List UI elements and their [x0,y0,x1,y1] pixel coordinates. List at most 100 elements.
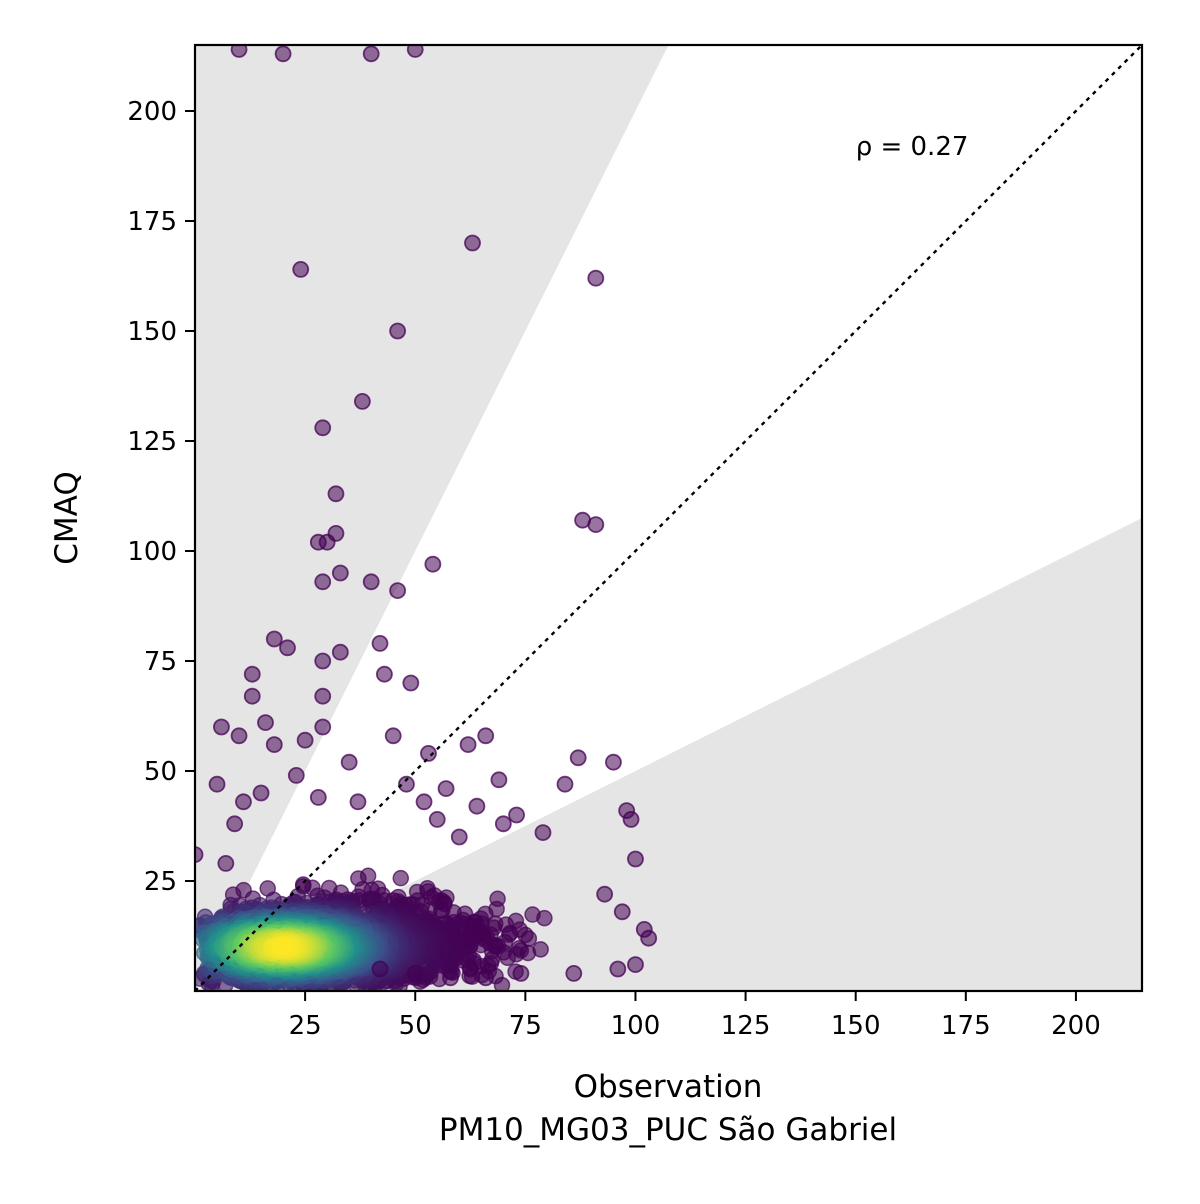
y-tick-label: 50 [144,757,177,787]
data-point [468,797,486,815]
data-point [556,775,574,793]
data-point [296,731,314,749]
x-tick-label: 200 [1051,1011,1101,1041]
data-point [314,687,332,705]
data-point [327,485,345,503]
x-axis-ticks: 25 50 75 100 125 150 175 200 [289,991,1101,1041]
data-point [402,674,420,692]
data-point [424,555,442,573]
data-point [464,234,481,252]
data-point [309,789,327,806]
data-point [217,855,235,872]
data-point [213,718,230,736]
data-point [243,665,261,683]
data-point [428,811,446,828]
x-tick-label: 25 [289,1011,322,1041]
x-tick-label: 100 [611,1011,661,1041]
x-axis-label: Observation [574,1069,763,1105]
data-point [415,793,433,811]
data-point [252,784,270,802]
x-tick-label: 175 [941,1011,991,1041]
data-point [314,718,332,736]
lower-shaded-region [195,518,1142,991]
factor-of-two-shading [195,45,1142,991]
data-point [524,906,541,923]
data-point [450,828,468,846]
data-point [314,573,332,591]
one-to-one-line [195,45,1142,991]
data-point [389,322,407,340]
data-point [331,643,349,661]
data-point [340,753,358,771]
data-point [243,687,261,705]
data-point [627,956,644,973]
data-point [279,639,296,657]
data-point [292,260,310,278]
data-point [477,727,495,745]
data-point [349,793,367,811]
data-point [490,771,508,789]
y-tick-label: 150 [127,317,177,347]
data-point [605,753,622,771]
data-point [362,45,380,63]
data-point [437,780,455,797]
x-tick-label: 150 [831,1011,881,1041]
y-tick-label: 175 [127,207,177,237]
data-point [230,727,248,745]
data-point [265,736,283,753]
data-point [314,419,332,437]
data-point [587,516,605,533]
plot-frame [193,43,1144,993]
data-point [587,269,605,287]
y-tick-label: 125 [127,427,177,457]
data-point [389,582,407,599]
data-point [265,630,283,648]
data-point [371,960,389,978]
data-point [274,45,292,63]
x-tick-label: 125 [721,1011,771,1041]
data-point [384,727,402,745]
data-point [314,652,332,670]
data-point [420,745,437,762]
data-point [257,714,274,731]
data-point [609,960,627,978]
y-tick-label: 100 [127,537,177,567]
data-point [613,903,631,921]
y-axis-ticks: 25 50 75 100 125 150 175 200 [127,97,195,897]
data-point [406,965,424,982]
x-tick-label: 50 [399,1011,432,1041]
data-point [371,635,389,652]
data-point [627,850,644,868]
data-point [208,775,226,793]
data-point [534,824,552,841]
y-axis-label: CMAQ [49,471,85,564]
data-point [512,965,530,982]
y-tick-label: 75 [144,647,177,677]
data-point [375,665,393,683]
reference-line [195,45,1142,991]
data-point [442,969,459,987]
data-point [273,938,291,956]
data-point [640,929,658,947]
data-point [327,525,345,542]
data-point [477,969,495,987]
data-point [226,815,244,833]
correlation-annotation: ρ = 0.27 [856,132,969,162]
data-point [406,45,424,58]
data-point [398,775,415,793]
data-point [565,965,583,982]
data-point [596,885,614,903]
data-point [508,806,525,824]
y-tick-label: 200 [127,97,177,127]
data-point [331,564,349,582]
data-point [362,573,380,591]
data-point [195,846,204,863]
data-point [287,767,305,784]
upper-shaded-region [195,45,669,991]
data-point [569,749,587,767]
data-point [494,815,512,833]
data-point [392,869,410,887]
x-tick-label: 75 [509,1011,542,1041]
data-point [459,736,477,753]
